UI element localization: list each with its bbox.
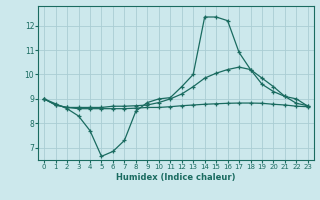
X-axis label: Humidex (Indice chaleur): Humidex (Indice chaleur)	[116, 173, 236, 182]
